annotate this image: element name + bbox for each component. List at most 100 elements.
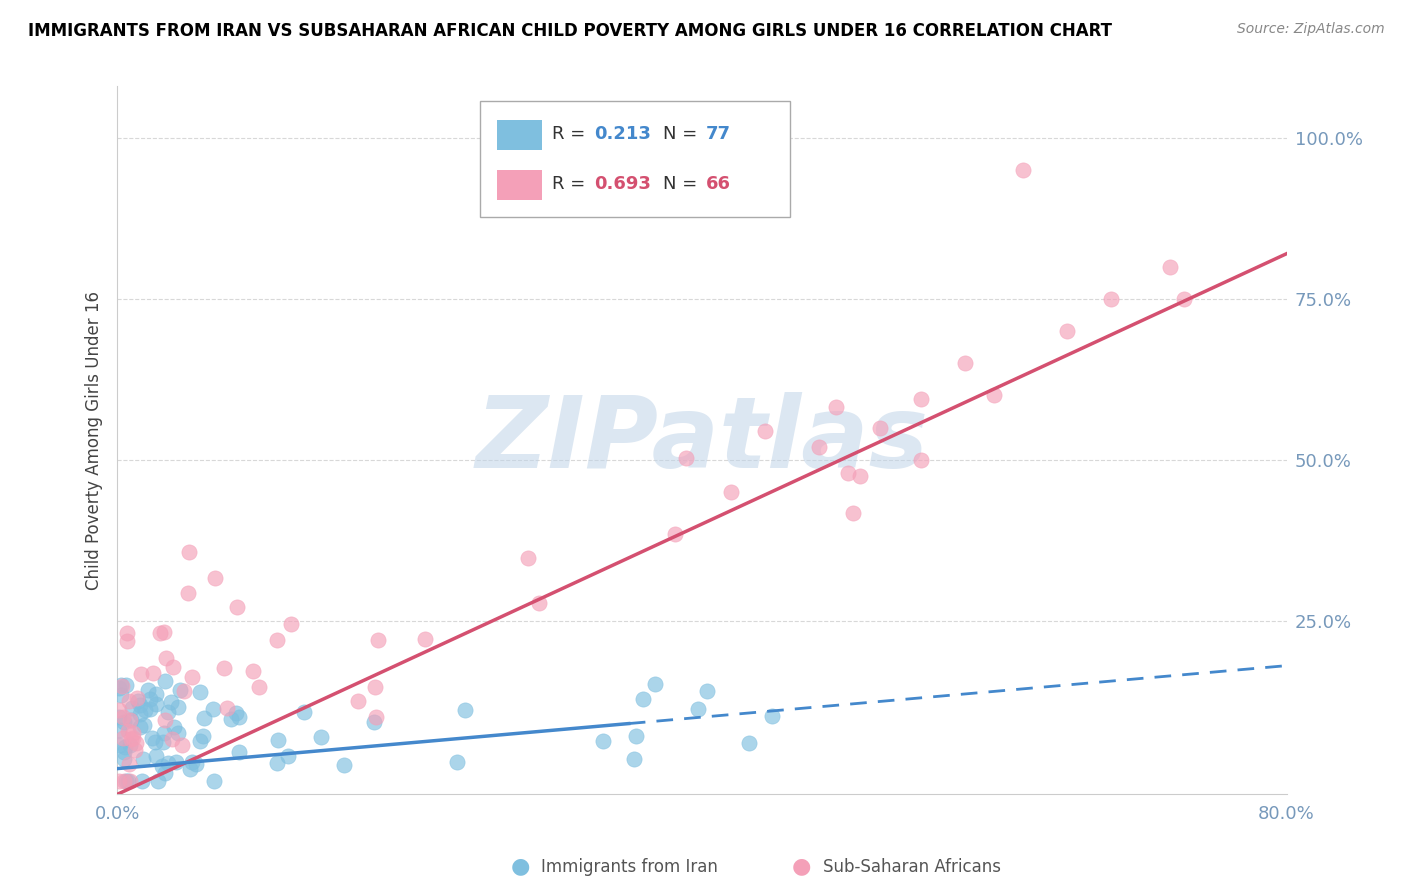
Point — [446, 755, 468, 769]
Point — [191, 729, 214, 743]
Point — [117, 774, 139, 789]
Point — [110, 688, 132, 702]
Point — [136, 682, 159, 697]
Point — [754, 425, 776, 439]
Text: ●: ● — [792, 856, 811, 876]
Point — [347, 694, 370, 708]
Point — [122, 725, 145, 739]
Point — [280, 616, 302, 631]
Text: ZIPatlas: ZIPatlas — [475, 392, 928, 489]
Point — [112, 714, 135, 729]
Point — [107, 709, 129, 723]
Point — [225, 706, 247, 721]
Y-axis label: Child Poverty Among Girls Under 16: Child Poverty Among Girls Under 16 — [86, 291, 103, 590]
Point — [112, 774, 135, 789]
Point — [124, 742, 146, 756]
Point — [120, 738, 142, 752]
Point — [228, 745, 250, 759]
Point — [292, 705, 315, 719]
Point — [125, 690, 148, 705]
Point — [364, 680, 387, 694]
Point — [107, 703, 129, 717]
Point — [129, 719, 152, 733]
Point — [143, 735, 166, 749]
Point — [202, 702, 225, 716]
Point — [332, 758, 354, 772]
Point — [953, 356, 976, 370]
Point — [186, 756, 208, 771]
Point — [309, 730, 332, 744]
Point — [807, 440, 830, 454]
Point — [624, 729, 647, 743]
Point — [108, 774, 131, 789]
Point — [153, 766, 176, 780]
Point — [177, 545, 200, 559]
Point — [118, 694, 141, 708]
Point — [247, 680, 270, 694]
Point — [141, 731, 163, 745]
Point — [633, 691, 655, 706]
Point — [139, 692, 162, 706]
Point — [169, 682, 191, 697]
Point — [529, 596, 551, 610]
Point — [117, 723, 139, 738]
Text: ●: ● — [510, 856, 530, 876]
Point — [162, 659, 184, 673]
Point — [120, 714, 142, 728]
Point — [869, 420, 891, 434]
Point — [219, 712, 242, 726]
Point — [188, 684, 211, 698]
Point — [215, 701, 238, 715]
Point — [122, 731, 145, 746]
Point — [131, 774, 153, 789]
FancyBboxPatch shape — [479, 101, 790, 218]
Point — [363, 715, 385, 730]
Point — [180, 670, 202, 684]
Point — [842, 506, 865, 520]
Point — [114, 678, 136, 692]
Point — [644, 677, 666, 691]
Point — [228, 710, 250, 724]
Text: 0.213: 0.213 — [595, 125, 651, 143]
Point — [242, 664, 264, 678]
Point — [153, 725, 176, 739]
Point — [517, 550, 540, 565]
Point — [179, 762, 201, 776]
Point — [120, 731, 142, 746]
Text: N =: N = — [664, 125, 703, 143]
Point — [413, 632, 436, 647]
FancyBboxPatch shape — [498, 120, 541, 150]
Point — [910, 452, 932, 467]
Text: N =: N = — [664, 175, 703, 193]
Point — [115, 634, 138, 648]
Point — [1159, 260, 1181, 274]
Point — [193, 711, 215, 725]
Point — [686, 702, 709, 716]
Point — [152, 734, 174, 748]
Point — [127, 694, 149, 708]
Point — [675, 450, 697, 465]
Point — [112, 752, 135, 766]
Point — [110, 678, 132, 692]
Text: R =: R = — [553, 125, 591, 143]
Point — [107, 723, 129, 737]
Point — [664, 527, 686, 541]
Point — [160, 732, 183, 747]
FancyBboxPatch shape — [498, 169, 541, 200]
Point — [111, 679, 134, 693]
Point — [156, 705, 179, 719]
Point — [129, 706, 152, 721]
Point — [761, 708, 783, 723]
Point — [824, 400, 846, 414]
Point — [153, 713, 176, 727]
Text: Source: ZipAtlas.com: Source: ZipAtlas.com — [1237, 22, 1385, 37]
Point — [170, 738, 193, 752]
Point — [155, 651, 177, 665]
Point — [188, 734, 211, 748]
Point — [202, 774, 225, 789]
Point — [696, 684, 718, 698]
Point — [112, 710, 135, 724]
Point — [115, 774, 138, 789]
Text: IMMIGRANTS FROM IRAN VS SUBSAHARAN AFRICAN CHILD POVERTY AMONG GIRLS UNDER 16 CO: IMMIGRANTS FROM IRAN VS SUBSAHARAN AFRIC… — [28, 22, 1112, 40]
Point — [277, 748, 299, 763]
